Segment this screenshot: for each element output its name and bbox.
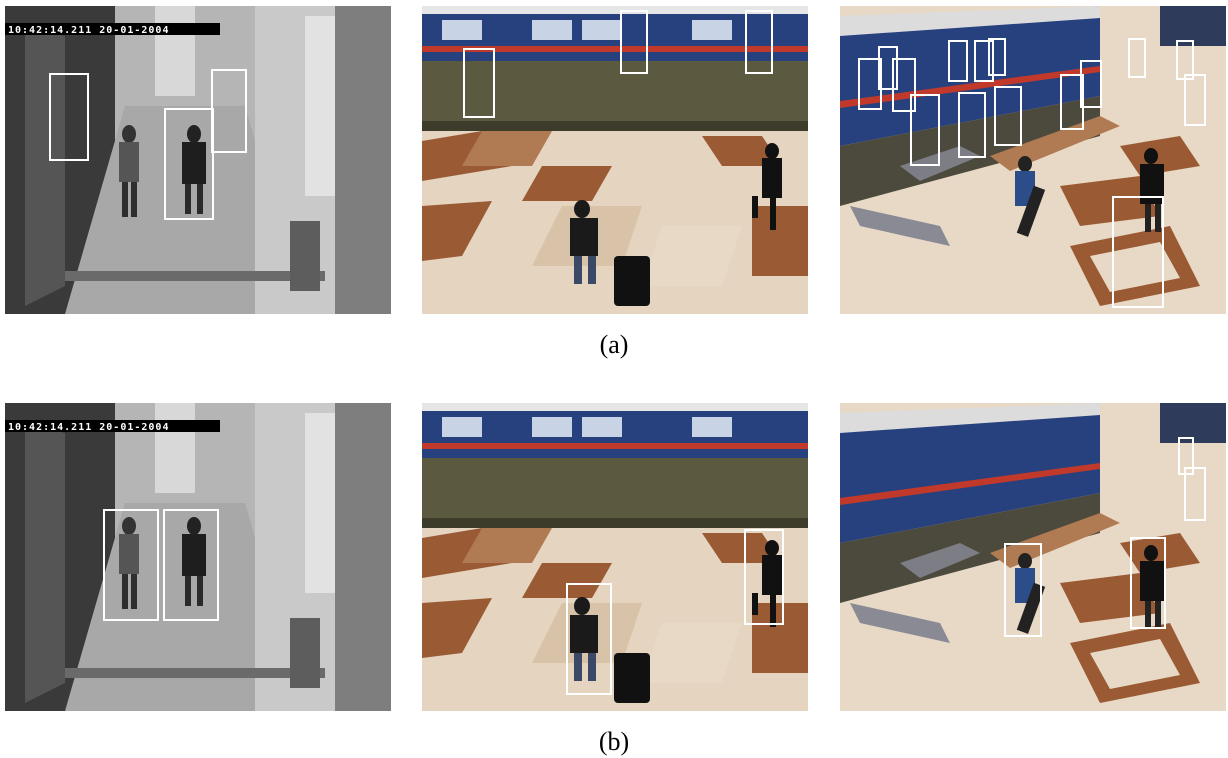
detection-box — [1184, 467, 1206, 521]
detection-box — [103, 509, 159, 621]
detection-box — [463, 48, 495, 118]
detection-box — [620, 10, 648, 74]
detection-box — [974, 40, 994, 82]
detection-box — [211, 69, 247, 153]
detection-box — [958, 92, 986, 158]
panel-a-corridor: 10:42:14.211 20-01-2004 — [5, 6, 391, 314]
detection-box — [49, 73, 89, 161]
detection-box — [1130, 537, 1166, 629]
row-caption: (a) — [599, 330, 629, 359]
detection-box — [1060, 74, 1084, 130]
detection-box — [164, 108, 214, 220]
detection-box — [948, 40, 968, 82]
panel-b-platform — [422, 403, 808, 711]
detection-box — [566, 583, 612, 695]
detection-box — [1178, 437, 1194, 475]
detection-box — [163, 509, 219, 621]
panel-b-concourse — [840, 403, 1226, 711]
panel-b-corridor: 10:42:14.211 20-01-2004 — [5, 403, 391, 711]
detection-box — [1184, 74, 1206, 126]
detection-box — [988, 38, 1006, 76]
timestamp-overlay: 10:42:14.211 20-01-2004 — [8, 422, 169, 433]
detection-box — [1080, 60, 1102, 108]
detection-box — [1112, 196, 1164, 308]
detection-box — [744, 529, 784, 625]
detection-box — [745, 10, 773, 74]
detection-box — [910, 94, 940, 166]
panel-a-concourse — [840, 6, 1226, 314]
timestamp-overlay: 10:42:14.211 20-01-2004 — [8, 25, 169, 36]
row-caption: (b) — [598, 727, 630, 756]
detection-box — [892, 58, 916, 112]
panel-a-platform — [422, 6, 808, 314]
detection-box — [1004, 543, 1042, 637]
detection-box — [878, 46, 898, 90]
detection-box — [1128, 38, 1146, 78]
detection-box — [994, 86, 1022, 146]
detection-box — [858, 58, 882, 110]
